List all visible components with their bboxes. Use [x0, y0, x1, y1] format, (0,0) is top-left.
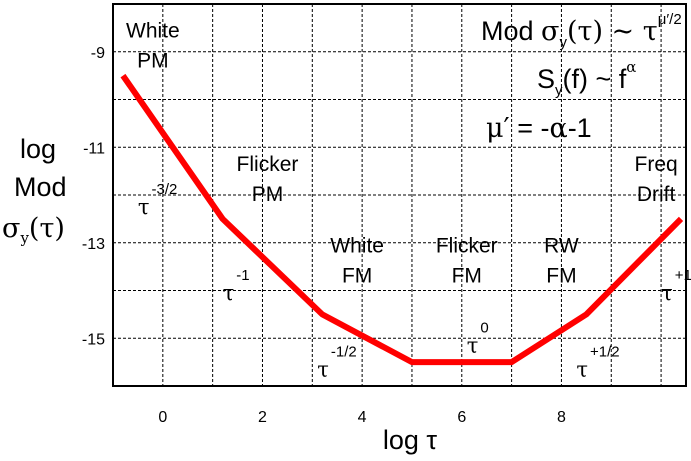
region-labels: White PM Flicker PM White FM Flicker FM RW FM Freq…	[126, 19, 678, 287]
region-label-line1: RW	[544, 234, 579, 257]
region-label-line1: Flicker	[436, 234, 498, 257]
x-axis: 0 2 4 6 8	[158, 409, 566, 426]
region-label-line2: FM	[342, 264, 372, 287]
x-axis-title: log τ	[383, 425, 438, 455]
plot-frame	[112, 3, 687, 387]
x-tick-label: 6	[457, 409, 466, 426]
region-label-line2: FM	[452, 264, 482, 287]
region-label-line1: Flicker	[237, 153, 299, 176]
y-tick-label: -13	[82, 236, 105, 253]
slope-label: τ0	[467, 320, 489, 358]
region-label-line2: FM	[546, 264, 576, 287]
y-tick-label: -15	[82, 331, 105, 348]
y-tick-label: -9	[91, 45, 105, 62]
region-label-line1: White	[126, 19, 180, 42]
formula-spectral-density: Sy(f) ~ fα	[537, 58, 636, 99]
slope-label: τ+1	[661, 267, 691, 305]
slope-label: τ-1	[223, 267, 250, 305]
region-label-line1: Freq	[635, 153, 678, 176]
series-line	[120, 73, 684, 366]
x-tick-label: 0	[158, 409, 167, 426]
formula-mod-sigma: Mod σy(τ) ~ τμ′/2	[481, 11, 682, 51]
x-tick-label: 4	[358, 409, 367, 426]
formula-mu-alpha: μ′ = -α-1	[486, 113, 592, 144]
region-label-line1: White	[330, 234, 384, 257]
region-label-line2: PM	[252, 183, 284, 206]
y-axis-title-line3: σy(τ)	[2, 213, 65, 247]
region-label-line2: PM	[137, 49, 169, 72]
y-tick-label: -11	[83, 140, 105, 157]
grid-lines	[113, 4, 686, 386]
slope-label: τ-3/2	[138, 181, 177, 219]
x-tick-label: 8	[557, 409, 566, 426]
x-tick-label: 2	[258, 409, 267, 426]
slope-label: τ+1/2	[576, 343, 619, 381]
slope-labels: τ-3/2 τ-1 τ-1/2 τ0 τ+1/2 τ+1	[138, 181, 691, 381]
slope-label: τ-1/2	[317, 343, 356, 381]
y-axis-title-line2: Mod	[14, 172, 67, 202]
y-axis: -9 -11 -13 -15	[82, 45, 105, 349]
y-axis-title-line1: log	[20, 134, 56, 164]
region-label-line2: Drift	[637, 183, 676, 206]
